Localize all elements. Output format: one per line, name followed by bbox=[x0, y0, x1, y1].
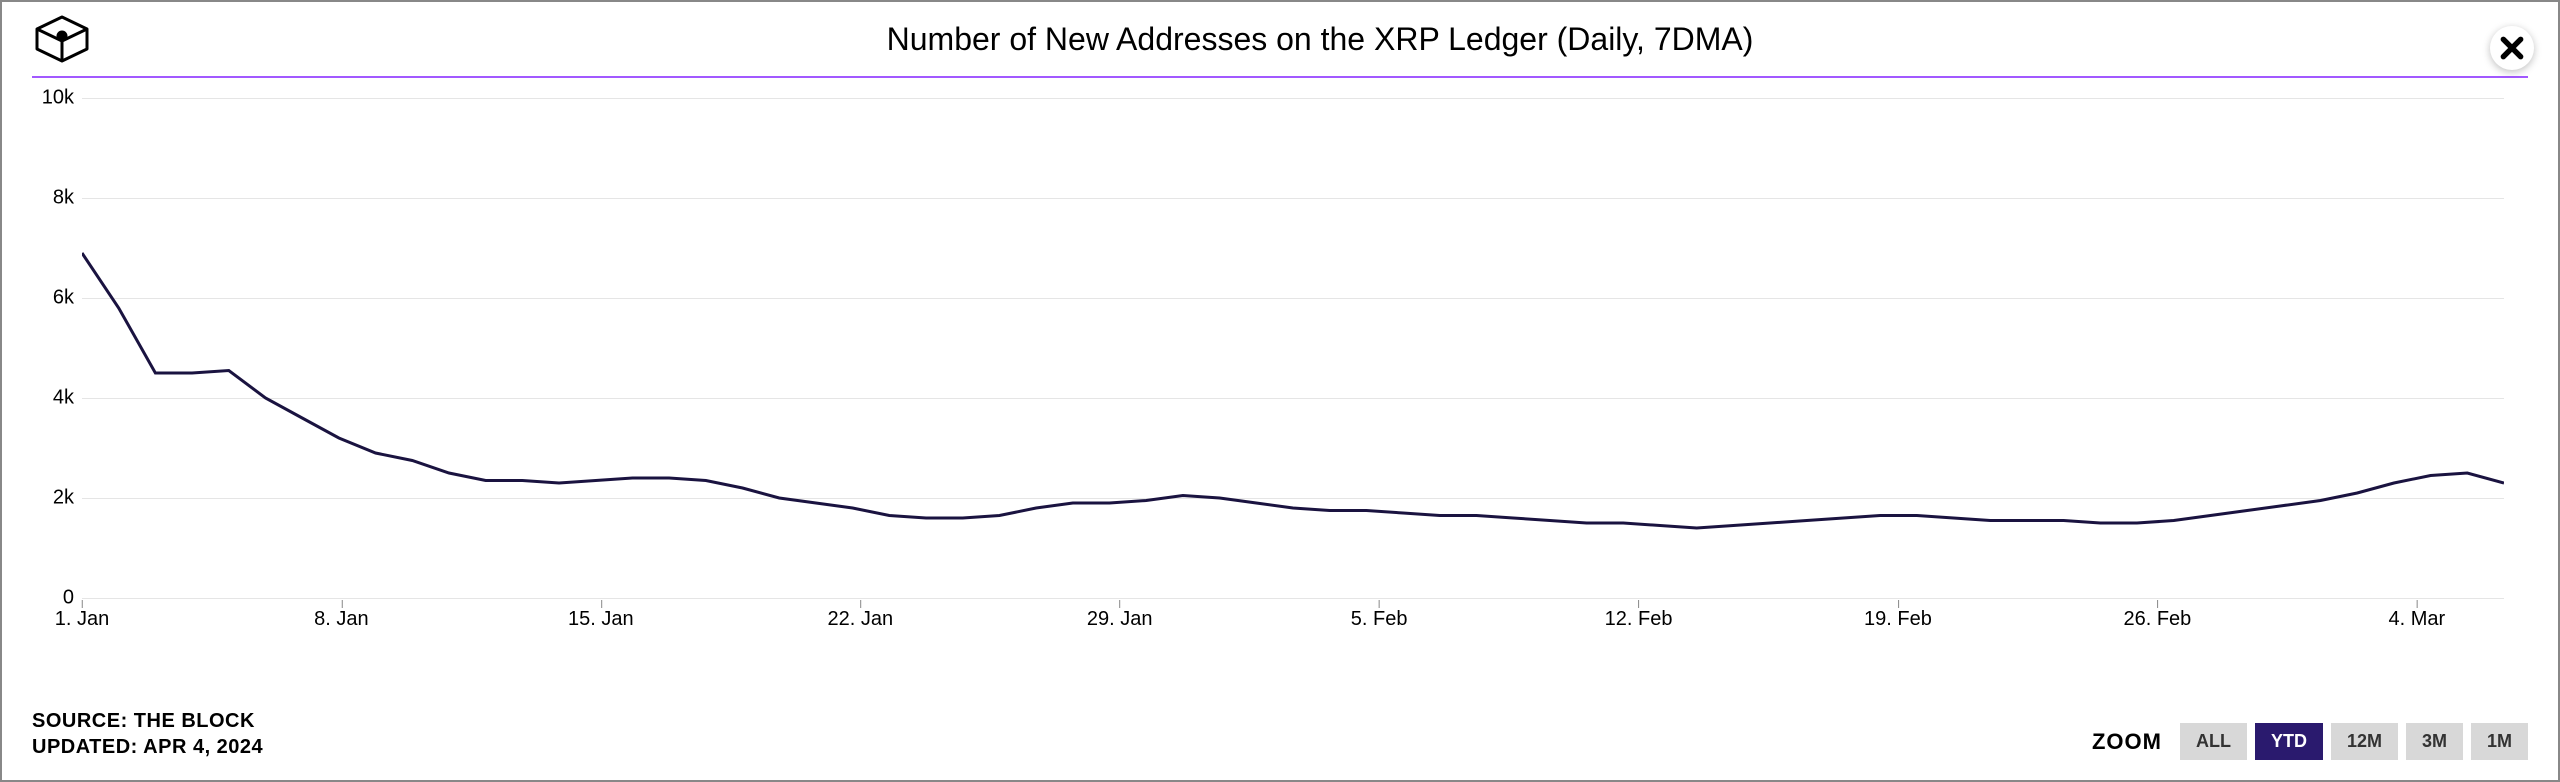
plot bbox=[82, 98, 2504, 598]
x-tick-mark bbox=[1898, 600, 1899, 608]
chart-title: Number of New Addresses on the XRP Ledge… bbox=[112, 21, 2528, 58]
block-logo-icon bbox=[32, 14, 92, 64]
data-line bbox=[82, 253, 2504, 528]
zoom-button-all[interactable]: ALL bbox=[2180, 723, 2247, 760]
x-tick-mark bbox=[2417, 600, 2418, 608]
divider bbox=[32, 76, 2528, 78]
x-tick-label: 26. Feb bbox=[2123, 608, 2191, 631]
x-tick-mark bbox=[82, 600, 83, 608]
zoom-button-3m[interactable]: 3M bbox=[2406, 723, 2463, 760]
x-tick-mark bbox=[2157, 600, 2158, 608]
x-tick-label: 4. Mar bbox=[2388, 608, 2445, 631]
x-tick-label: 22. Jan bbox=[827, 608, 893, 631]
x-tick-label: 12. Feb bbox=[1605, 608, 1673, 631]
zoom-button-12m[interactable]: 12M bbox=[2331, 723, 2398, 760]
zoom-controls: ZOOM ALLYTD12M3M1M bbox=[2092, 723, 2528, 760]
header: Number of New Addresses on the XRP Ledge… bbox=[2, 2, 2558, 64]
close-button[interactable] bbox=[2490, 26, 2534, 70]
x-tick-mark bbox=[1379, 600, 1380, 608]
footer: SOURCE: THE BLOCK UPDATED: APR 4, 2024 Z… bbox=[32, 708, 2528, 760]
close-icon bbox=[2499, 35, 2525, 61]
zoom-buttons: ALLYTD12M3M1M bbox=[2180, 723, 2528, 760]
y-axis: 02k4k6k8k10k bbox=[32, 98, 82, 598]
y-tick-label: 10k bbox=[42, 87, 74, 110]
x-tick-mark bbox=[860, 600, 861, 608]
source-line: SOURCE: THE BLOCK bbox=[32, 708, 263, 734]
x-tick-mark bbox=[1639, 600, 1640, 608]
x-tick-label: 8. Jan bbox=[314, 608, 368, 631]
source-info: SOURCE: THE BLOCK UPDATED: APR 4, 2024 bbox=[32, 708, 263, 760]
zoom-button-ytd[interactable]: YTD bbox=[2255, 723, 2323, 760]
zoom-button-1m[interactable]: 1M bbox=[2471, 723, 2528, 760]
chart-area: 02k4k6k8k10k 1. Jan8. Jan15. Jan22. Jan2… bbox=[32, 98, 2528, 638]
x-axis: 1. Jan8. Jan15. Jan22. Jan29. Jan5. Feb1… bbox=[82, 598, 2528, 638]
x-tick-mark bbox=[1120, 600, 1121, 608]
x-tick-mark bbox=[341, 600, 342, 608]
x-tick-label: 1. Jan bbox=[55, 608, 109, 631]
line-chart-svg bbox=[82, 98, 2504, 598]
x-tick-mark bbox=[601, 600, 602, 608]
x-tick-label: 29. Jan bbox=[1087, 608, 1153, 631]
y-tick-label: 0 bbox=[63, 587, 74, 610]
y-tick-label: 4k bbox=[53, 387, 74, 410]
y-tick-label: 8k bbox=[53, 187, 74, 210]
chart-container: Number of New Addresses on the XRP Ledge… bbox=[0, 0, 2560, 782]
y-tick-label: 6k bbox=[53, 287, 74, 310]
x-tick-label: 19. Feb bbox=[1864, 608, 1932, 631]
updated-line: UPDATED: APR 4, 2024 bbox=[32, 734, 263, 760]
y-tick-label: 2k bbox=[53, 487, 74, 510]
x-tick-label: 15. Jan bbox=[568, 608, 634, 631]
x-tick-label: 5. Feb bbox=[1351, 608, 1408, 631]
zoom-label: ZOOM bbox=[2092, 729, 2162, 755]
